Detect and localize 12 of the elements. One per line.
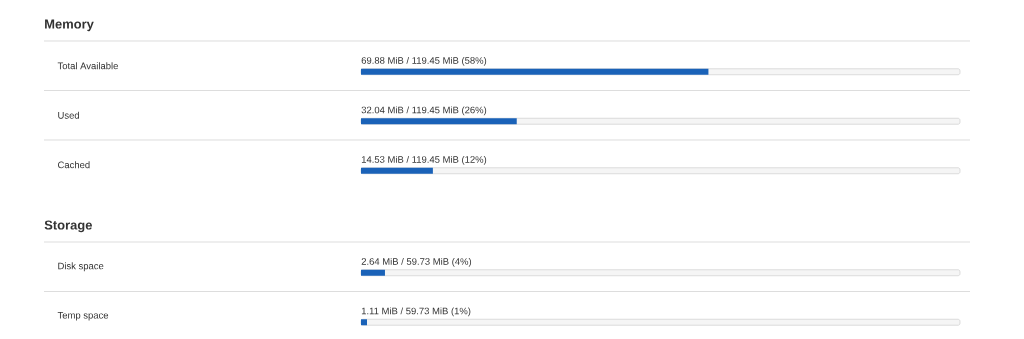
data-label: 69.88 MiB / 119.45 MiB (58%) (361, 56, 487, 66)
y-tick-label: Cached (58, 161, 90, 169)
text: Storage (44, 220, 92, 233)
y-tick-label: Used (58, 111, 79, 119)
y-tick-label: Temp space (57, 312, 109, 321)
text: Memory (45, 19, 94, 32)
data-label: 2.64 MiB / 59.73 MiB (4%) (361, 257, 472, 267)
data-label: 1.11 MiB / 59.73 MiB (1%) (361, 307, 471, 317)
y-tick-label: Disk space (58, 262, 104, 272)
y-tick-label: Total Available (57, 62, 118, 70)
data-label: 14.53 MiB / 119.45 MiB (12%) (361, 155, 487, 165)
data-label: 32.04 MiB / 119.45 MiB (26%) (361, 106, 487, 116)
